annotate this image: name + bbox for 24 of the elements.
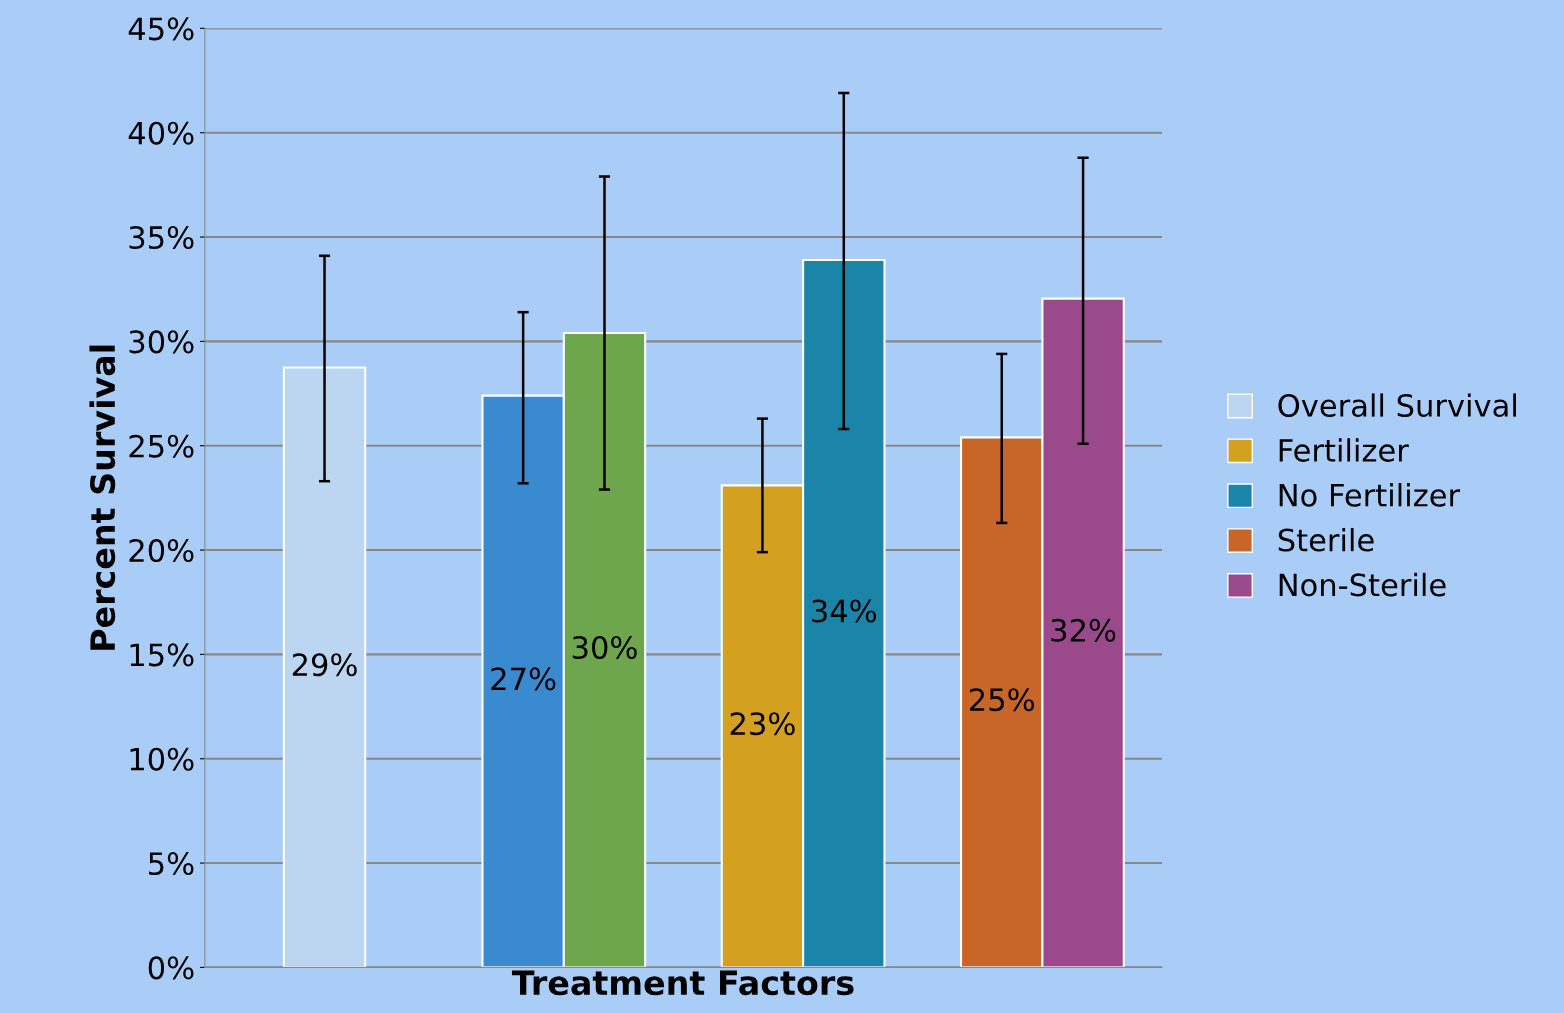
y-tick-label: 40% xyxy=(128,121,194,145)
legend-label: No Fertilizer xyxy=(1279,483,1461,507)
y-tick-label: 0% xyxy=(148,956,194,980)
y-tick-label: 45% xyxy=(128,17,194,41)
y-tick-label: 10% xyxy=(130,747,194,771)
data-label: 32% xyxy=(1051,618,1116,642)
y-tick-label: 30% xyxy=(129,330,194,354)
y-tick-label: 25% xyxy=(129,434,194,458)
data-label: 27% xyxy=(491,667,556,691)
legend-label: Sterile xyxy=(1278,527,1374,552)
data-label: 34% xyxy=(812,599,877,623)
data-label: 25% xyxy=(970,688,1034,712)
y-tick-label: 5% xyxy=(149,852,194,876)
x-axis-title: Treatment Factors xyxy=(511,970,854,996)
y-tick-label: 20% xyxy=(129,538,194,563)
y-axis-title: Percent Survival xyxy=(89,345,116,650)
legend-label: Overall Survival xyxy=(1278,393,1516,418)
legend-label: Fertilizer xyxy=(1279,438,1409,462)
y-tick-label: 35% xyxy=(129,225,194,250)
legend-label: Non-Sterile xyxy=(1279,572,1446,597)
data-label: 29% xyxy=(292,653,357,677)
data-label: 30% xyxy=(572,635,637,660)
y-tick-label: 15% xyxy=(130,643,194,667)
data-label: 23% xyxy=(730,712,795,736)
